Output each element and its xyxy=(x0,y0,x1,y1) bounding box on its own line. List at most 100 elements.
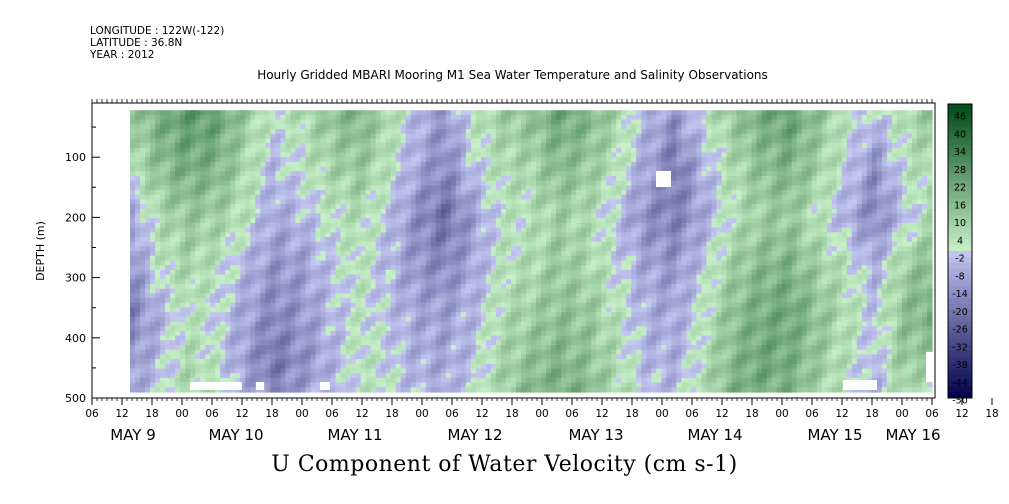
heatmap-cell xyxy=(215,161,221,168)
heatmap-cell xyxy=(551,180,557,186)
heatmap-cell xyxy=(836,143,843,149)
heatmap-cell xyxy=(781,175,788,182)
heatmap-cell xyxy=(881,246,888,252)
heatmap-cell xyxy=(846,124,853,130)
heatmap-cell xyxy=(541,232,547,238)
heatmap-cell xyxy=(380,129,387,135)
heatmap-cell xyxy=(490,161,497,168)
heatmap-cell xyxy=(531,157,537,163)
heatmap-cell xyxy=(170,199,176,205)
heatmap-cell xyxy=(360,157,367,163)
heatmap-cell xyxy=(806,143,813,149)
heatmap-cell xyxy=(716,110,723,116)
heatmap-cell xyxy=(190,110,196,116)
heatmap-cell xyxy=(415,213,422,219)
heatmap-cell xyxy=(791,222,798,229)
heatmap-cell xyxy=(761,208,768,215)
heatmap-cell xyxy=(495,208,502,215)
heatmap-cell xyxy=(315,204,322,210)
heatmap-cell xyxy=(185,251,191,257)
heatmap-cell xyxy=(876,185,883,191)
heatmap-cell xyxy=(736,133,743,139)
heatmap-cell xyxy=(541,114,547,121)
heatmap-cell xyxy=(250,138,256,144)
heatmap-cell xyxy=(525,237,532,243)
heatmap-cell xyxy=(641,199,647,205)
heatmap-cell xyxy=(425,194,432,201)
heatmap-cell xyxy=(310,147,317,154)
heatmap-cell xyxy=(676,138,682,144)
heatmap-cell xyxy=(871,251,878,257)
heatmap-cell xyxy=(335,143,342,149)
heatmap-cell xyxy=(225,175,231,182)
heatmap-cell xyxy=(190,218,196,224)
heatmap-cell xyxy=(771,185,778,191)
heatmap-cell xyxy=(536,138,542,144)
heatmap-cell xyxy=(215,227,221,233)
heatmap-cell xyxy=(551,199,557,205)
heatmap-cell xyxy=(310,241,317,248)
heatmap-cell xyxy=(676,227,682,233)
heatmap-cell xyxy=(676,119,682,125)
heatmap-cell xyxy=(541,194,547,201)
heatmap-cell xyxy=(280,237,286,243)
heatmap-cell xyxy=(155,175,161,182)
heatmap-cell xyxy=(405,251,412,257)
heatmap-cell xyxy=(896,237,903,243)
heatmap-cell xyxy=(395,213,402,219)
heatmap-cell xyxy=(385,166,392,172)
heatmap-cell xyxy=(876,237,883,243)
heatmap-cell xyxy=(385,175,392,182)
heatmap-cell xyxy=(390,138,397,144)
heatmap-cell xyxy=(551,119,557,125)
heatmap-cell xyxy=(916,246,923,252)
heatmap-cell xyxy=(811,194,818,201)
heatmap-cell xyxy=(801,152,808,158)
heatmap-cell xyxy=(771,199,778,205)
heatmap-cell xyxy=(180,166,186,172)
heatmap-cell xyxy=(646,166,652,172)
heatmap-cell xyxy=(200,110,206,116)
heatmap-cell xyxy=(666,213,672,219)
heatmap-cell xyxy=(355,190,362,196)
heatmap-cell xyxy=(515,241,522,248)
heatmap-cell xyxy=(721,213,728,219)
heatmap-cell xyxy=(736,185,743,191)
heatmap-cell xyxy=(696,119,703,125)
heatmap-cell xyxy=(275,208,281,215)
heatmap-cell xyxy=(210,124,216,130)
heatmap-cell xyxy=(536,227,542,233)
heatmap-cell xyxy=(561,147,567,154)
heatmap-cell xyxy=(260,232,266,238)
heatmap-cell xyxy=(145,246,151,252)
heatmap-cell xyxy=(846,185,853,191)
heatmap-cell xyxy=(676,129,682,135)
heatmap-cell xyxy=(300,199,307,205)
heatmap-cell xyxy=(621,213,627,219)
heatmap-cell xyxy=(681,213,687,219)
heatmap-cell xyxy=(220,147,226,154)
heatmap-cell xyxy=(195,204,201,210)
heatmap-cell xyxy=(505,185,512,191)
heatmap-cell xyxy=(410,110,417,116)
heatmap-cell xyxy=(370,119,377,125)
heatmap-cell xyxy=(546,190,552,196)
heatmap-cell xyxy=(636,232,642,238)
heatmap-cell xyxy=(616,232,622,238)
heatmap-cell xyxy=(360,129,367,135)
heatmap-cell xyxy=(686,138,692,144)
heatmap-cell xyxy=(641,190,647,196)
heatmap-cell xyxy=(140,255,146,262)
heatmap-cell xyxy=(175,110,181,116)
heatmap-cell xyxy=(270,138,276,144)
heatmap-cell xyxy=(591,237,597,243)
heatmap-cell xyxy=(430,147,437,154)
heatmap-cell xyxy=(445,222,452,229)
heatmap-cell xyxy=(215,222,221,229)
heatmap-cell xyxy=(626,222,632,229)
heatmap-cell xyxy=(455,152,462,158)
heatmap-cell xyxy=(561,152,567,158)
heatmap-cell xyxy=(285,114,291,121)
heatmap-cell xyxy=(781,241,788,248)
heatmap-cell xyxy=(275,204,281,210)
